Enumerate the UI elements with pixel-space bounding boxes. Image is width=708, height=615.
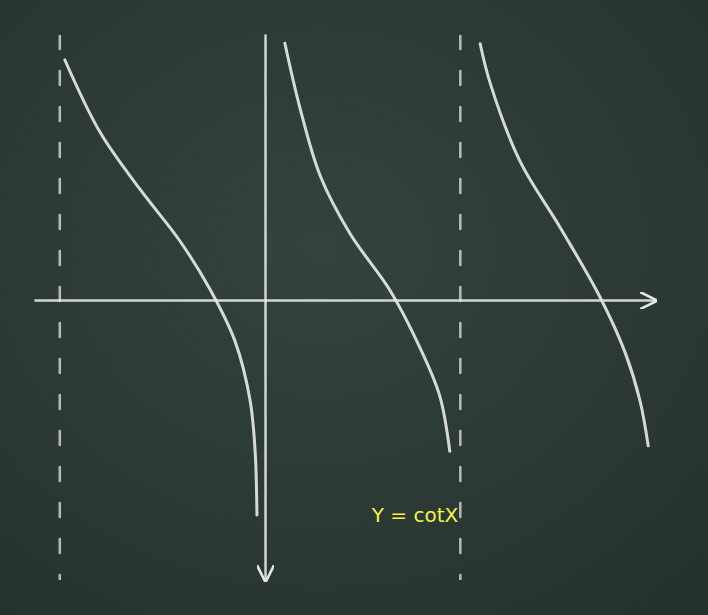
y-axis-line [264,36,267,581]
chalkboard: Y = cotX [0,0,708,615]
cot-branch [65,60,257,515]
x-axis [36,300,656,301]
cot-branch [480,44,648,446]
plot-area [60,35,648,580]
asymptote [459,35,462,580]
background [0,0,708,615]
cot-branch [285,43,450,451]
title: Y = cotX [371,503,459,527]
x-axis-line [36,299,656,302]
y-axis [265,36,266,581]
asymptote [59,35,62,580]
